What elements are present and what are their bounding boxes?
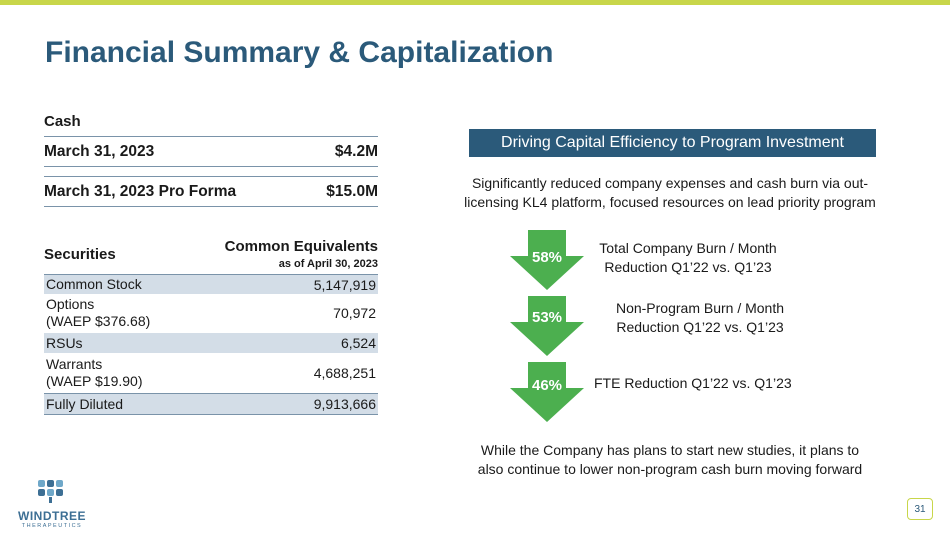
table-row: Common Stock 5,147,919	[44, 275, 378, 294]
security-name: RSUs	[46, 334, 83, 351]
divider	[44, 206, 378, 207]
down-arrow-icon: 53%	[510, 296, 584, 356]
page-title: Financial Summary & Capitalization	[45, 36, 554, 69]
securities-header: Securities Common Equivalents as of Apri…	[44, 238, 378, 274]
common-equivalents-col-header: Common Equivalents	[224, 238, 378, 255]
security-name: Warrants (WAEP $19.90)	[46, 356, 143, 389]
security-value: 9,913,666	[313, 396, 376, 412]
cash-value: $15.0M	[326, 183, 378, 200]
cash-value: $4.2M	[334, 143, 378, 160]
metric-label: Non-Program Burn / Month Reduction Q1’22 …	[615, 300, 785, 335]
metric-label: Total Company Burn / Month Reduction Q1’2…	[599, 240, 777, 275]
logo-name: WINDTREE	[18, 509, 86, 523]
securities-col-header: Securities	[44, 246, 116, 263]
svg-text:46%: 46%	[532, 377, 562, 394]
security-value: 4,688,251	[313, 365, 376, 381]
cash-label: March 31, 2023	[44, 143, 155, 160]
security-name: Common Stock	[46, 276, 142, 292]
divider	[44, 414, 378, 415]
cash-heading: Cash	[44, 113, 81, 130]
outro-text: While the Company has plans to start new…	[477, 442, 863, 477]
table-row: Fully Diluted 9,913,666	[44, 394, 378, 414]
svg-text:53%: 53%	[532, 309, 562, 326]
top-accent-bar	[0, 0, 950, 5]
down-arrow-icon: 46%	[510, 362, 584, 422]
cash-row: March 31, 2023 Pro Forma $15.0M	[44, 178, 378, 206]
security-name: Options (WAEP $376.68)	[46, 296, 151, 329]
divider	[44, 393, 378, 394]
security-value: 70,972	[333, 305, 376, 321]
logo-subtitle: THERAPEUTICS	[21, 523, 83, 529]
metric-label: FTE Reduction Q1’22 vs. Q1’23	[594, 375, 792, 391]
svg-text:58%: 58%	[532, 249, 562, 266]
cash-row: March 31, 2023 $4.2M	[44, 138, 378, 166]
as-of-date: as of April 30, 2023	[278, 258, 378, 270]
cash-label: March 31, 2023 Pro Forma	[44, 183, 237, 200]
security-name: Fully Diluted	[46, 395, 124, 412]
intro-text: Significantly reduced company expenses a…	[464, 175, 876, 210]
divider	[44, 136, 378, 137]
divider	[44, 274, 378, 275]
windtree-logo: WINDTREE THERAPEUTICS	[14, 478, 90, 529]
down-arrow-icon: 58%	[510, 230, 584, 290]
security-value: 5,147,919	[313, 276, 376, 293]
divider	[44, 176, 378, 177]
table-row: Warrants (WAEP $19.90) 4,688,251	[44, 354, 378, 392]
divider	[44, 166, 378, 167]
table-row: RSUs 6,524	[44, 333, 378, 353]
tree-logo-icon	[38, 480, 63, 503]
page-number: 31	[907, 498, 933, 520]
table-row: Options (WAEP $376.68) 70,972	[44, 294, 378, 332]
security-value: 6,524	[340, 335, 376, 351]
capital-efficiency-banner: Driving Capital Efficiency to Program In…	[469, 129, 876, 157]
